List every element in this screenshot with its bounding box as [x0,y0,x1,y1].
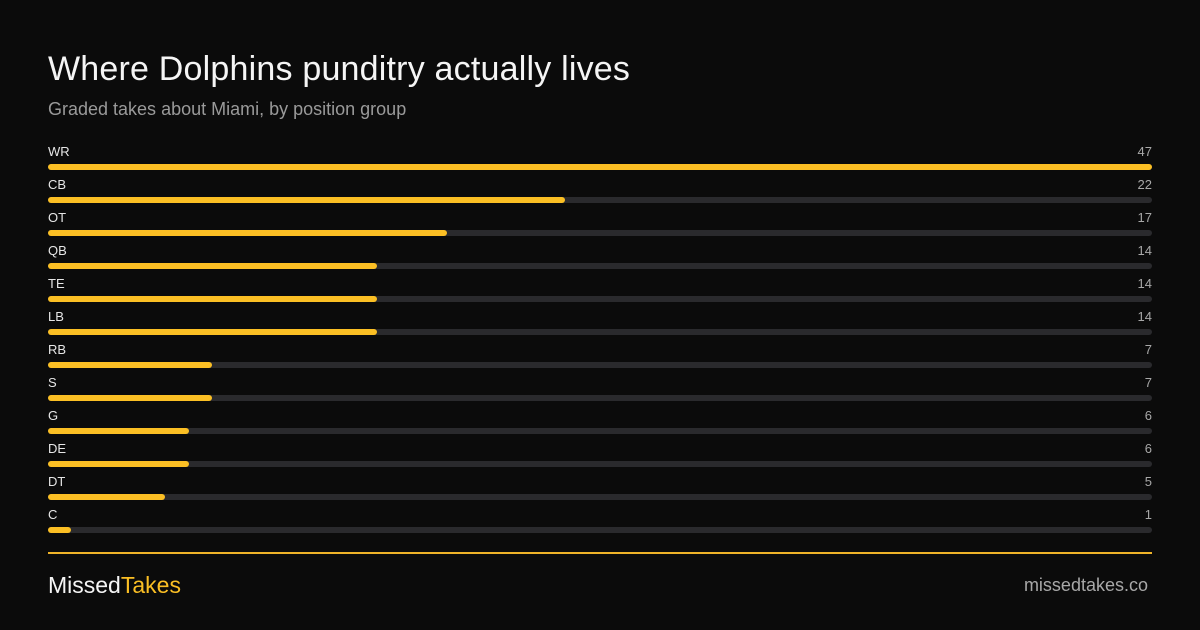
site-url: missedtakes.co [1023,575,1148,595]
bar-value-label: 1 [1144,507,1152,522]
bar-row: TE 14 [48,276,1152,309]
bar-label: WR [48,144,70,159]
bar-track [48,395,1152,401]
bar-row: RB 7 [48,342,1152,375]
bar-label: DE [48,441,67,456]
bar-value-label: 17 [1137,210,1152,225]
bar-label: S [48,375,57,390]
bar-track [48,527,1152,533]
bar [48,428,189,434]
bar-chart: WR 47 CB 22 OT 17 QB 14 TE 14 LB 14 RB 7 S 7 G 6 DE 6 DT 5 C 1 [48,144,1152,540]
bar-row: DE 6 [48,441,1152,474]
bar-track [48,230,1152,236]
bar-track [48,329,1152,335]
bar-track [48,164,1152,170]
bar [48,329,377,335]
bar-track [48,362,1152,368]
bar-value-label: 14 [1137,276,1152,291]
bar-row: CB 22 [48,177,1152,210]
chart-subtitle: Graded takes about Miami, by position gr… [48,99,407,119]
bar [48,230,448,236]
bar [48,461,189,467]
bar-value-label: 5 [1144,474,1152,489]
bar-value-label: 14 [1137,309,1152,324]
bar-value-label: 7 [1144,375,1152,390]
bar-row: DT 5 [48,474,1152,507]
brand-name-part2: Takes [120,572,181,598]
bar-track [48,461,1152,467]
bar-row: LB 14 [48,309,1152,342]
bar [48,494,166,500]
bar [48,197,565,203]
bar [48,263,377,269]
bar [48,362,213,368]
bar-value-label: 6 [1144,441,1152,456]
bar [48,164,1152,170]
bar-label: TE [48,276,65,291]
chart-title: Where Dolphins punditry actually lives [48,50,631,88]
bar-label: CB [48,177,67,192]
bar [48,527,72,533]
bar-value-label: 22 [1137,177,1152,192]
bar-row: QB 14 [48,243,1152,276]
bar-track [48,494,1152,500]
bar [48,296,377,302]
bar-label: RB [48,342,67,357]
brand-logo: MissedTakes [48,572,181,599]
bar-track [48,197,1152,203]
bar [48,395,213,401]
bar-value-label: 7 [1144,342,1152,357]
bar-label: OT [48,210,67,225]
bar-label: G [48,408,59,423]
bar-value-label: 6 [1144,408,1152,423]
bar-label: C [48,507,58,522]
bar-track [48,296,1152,302]
bar-row: WR 47 [48,144,1152,177]
bar-track [48,263,1152,269]
bar-row: OT 17 [48,210,1152,243]
bar-track [48,428,1152,434]
bar-value-label: 47 [1137,144,1152,159]
brand-name-part1: Missed [48,572,121,598]
footer-divider [48,552,1152,554]
bar-label: DT [48,474,66,489]
bar-label: QB [48,243,67,258]
bar-label: LB [48,309,64,324]
bar-value-label: 14 [1137,243,1152,258]
